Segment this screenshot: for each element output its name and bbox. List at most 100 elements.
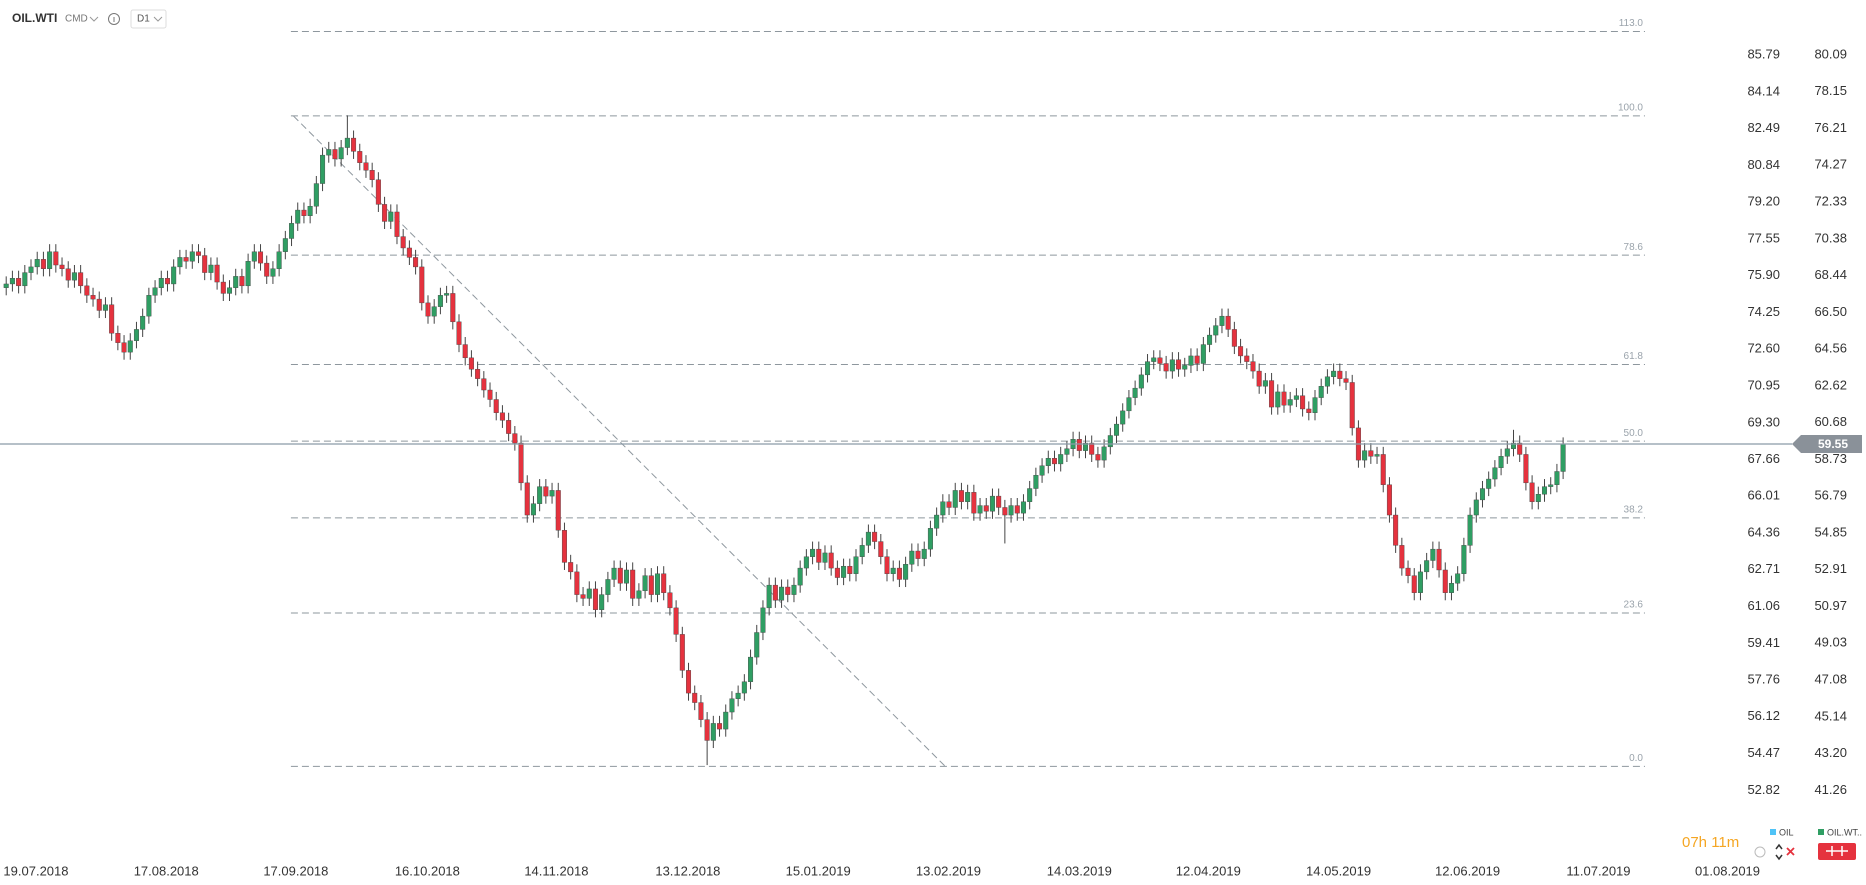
- candle-body: [686, 670, 692, 694]
- candle-body: [1479, 488, 1485, 501]
- candle-body: [146, 295, 152, 317]
- candle-body: [9, 278, 15, 285]
- candle-body: [90, 295, 96, 300]
- candle-body: [1374, 454, 1380, 457]
- candle-body: [65, 268, 71, 281]
- candle-body: [1045, 458, 1051, 466]
- y-tick-label: 50.97: [1814, 598, 1847, 613]
- x-tick-label: 17.09.2018: [263, 863, 328, 878]
- candle-body: [28, 266, 34, 273]
- fib-label: 0.0: [1629, 753, 1643, 764]
- candle-body: [580, 594, 586, 599]
- candle-body: [369, 170, 375, 180]
- candle-body: [1082, 442, 1088, 451]
- candle-body: [382, 204, 388, 222]
- candle-body: [1318, 386, 1324, 398]
- candle-body: [282, 238, 288, 252]
- candle-body: [1256, 370, 1262, 387]
- y2-tick-label: 82.49: [1747, 120, 1780, 135]
- candle-body: [214, 264, 220, 283]
- candle-body: [177, 257, 183, 268]
- candle-body: [195, 251, 201, 256]
- candle-body: [1169, 359, 1175, 372]
- candle-body: [140, 315, 146, 330]
- candle-body: [828, 552, 834, 569]
- candle-body: [611, 567, 617, 580]
- candle-body: [208, 264, 214, 273]
- candle-body: [171, 266, 177, 285]
- candle-body: [1411, 575, 1417, 593]
- x-tick-label: 12.04.2019: [1176, 863, 1241, 878]
- candle-body: [1250, 361, 1256, 372]
- candle-body: [1132, 387, 1138, 398]
- candle-body: [1349, 382, 1355, 429]
- info-icon[interactable]: [108, 13, 120, 25]
- candle-body: [655, 573, 661, 595]
- candle-body: [859, 545, 865, 557]
- candle-body: [561, 529, 567, 563]
- candle-body: [1145, 361, 1151, 376]
- candle-body: [996, 495, 1002, 508]
- legend-label: OIL: [1779, 827, 1794, 837]
- candle-body: [841, 565, 847, 578]
- candle-body: [909, 550, 915, 565]
- fib-label: 61.8: [1624, 351, 1644, 362]
- candle-body: [158, 278, 164, 288]
- x-tick-label: 16.10.2018: [395, 863, 460, 878]
- candle-body: [1095, 454, 1101, 461]
- y-tick-label: 76.21: [1814, 120, 1847, 135]
- candle-body: [406, 247, 412, 258]
- candle-body: [704, 719, 710, 741]
- candle-body: [475, 368, 481, 379]
- candle-body: [202, 255, 208, 273]
- eye-icon[interactable]: [1754, 846, 1766, 858]
- candle-body: [1207, 334, 1213, 345]
- interval-select[interactable]: [130, 9, 167, 29]
- candle-body: [289, 223, 295, 239]
- candle-body: [1417, 571, 1423, 593]
- candle-body: [189, 251, 195, 262]
- candle-body: [679, 634, 685, 671]
- candle-body: [748, 656, 754, 682]
- candle-body: [927, 528, 933, 550]
- x-tick-label: 14.03.2019: [1047, 863, 1112, 878]
- y-tick-label: 58.73: [1814, 451, 1847, 466]
- y-tick-label: 52.91: [1814, 561, 1847, 576]
- candle-body: [1163, 363, 1169, 372]
- dropdown-caret[interactable]: [89, 16, 99, 22]
- y-tick-label: 78.15: [1814, 83, 1847, 98]
- candle-body: [1554, 471, 1560, 485]
- candle-body: [462, 344, 468, 359]
- candle-body: [853, 556, 859, 574]
- y2-tick-label: 70.95: [1747, 377, 1780, 392]
- candle-body: [468, 357, 474, 370]
- candle-body: [394, 211, 400, 237]
- candle-body: [506, 420, 512, 434]
- candle-body: [586, 588, 592, 599]
- candle-body: [456, 321, 462, 345]
- candle-body: [940, 501, 946, 516]
- candle-body: [1151, 357, 1157, 362]
- candle-body: [549, 490, 555, 497]
- y-tick-label: 74.27: [1814, 157, 1847, 172]
- x-tick-label: 11.07.2019: [1566, 863, 1630, 878]
- y2-tick-label: 75.90: [1747, 267, 1780, 282]
- candle-body: [227, 287, 233, 294]
- candle-body: [667, 592, 673, 609]
- order-icon[interactable]: [1775, 843, 1783, 861]
- candle-body: [1442, 569, 1448, 593]
- candle-body: [537, 486, 543, 504]
- candle-body: [22, 272, 28, 287]
- candle-body: [164, 278, 170, 285]
- y-tick-label: 60.68: [1814, 414, 1847, 429]
- candle-body: [1262, 380, 1268, 387]
- market[interactable]: CMD: [65, 14, 88, 25]
- candle-body: [344, 137, 350, 148]
- candle-body: [878, 541, 884, 557]
- candle-body: [499, 412, 505, 421]
- candle-body: [1176, 359, 1182, 370]
- remove-icon[interactable]: [1786, 847, 1795, 856]
- candle-body: [1020, 501, 1026, 514]
- candle-body: [115, 332, 121, 343]
